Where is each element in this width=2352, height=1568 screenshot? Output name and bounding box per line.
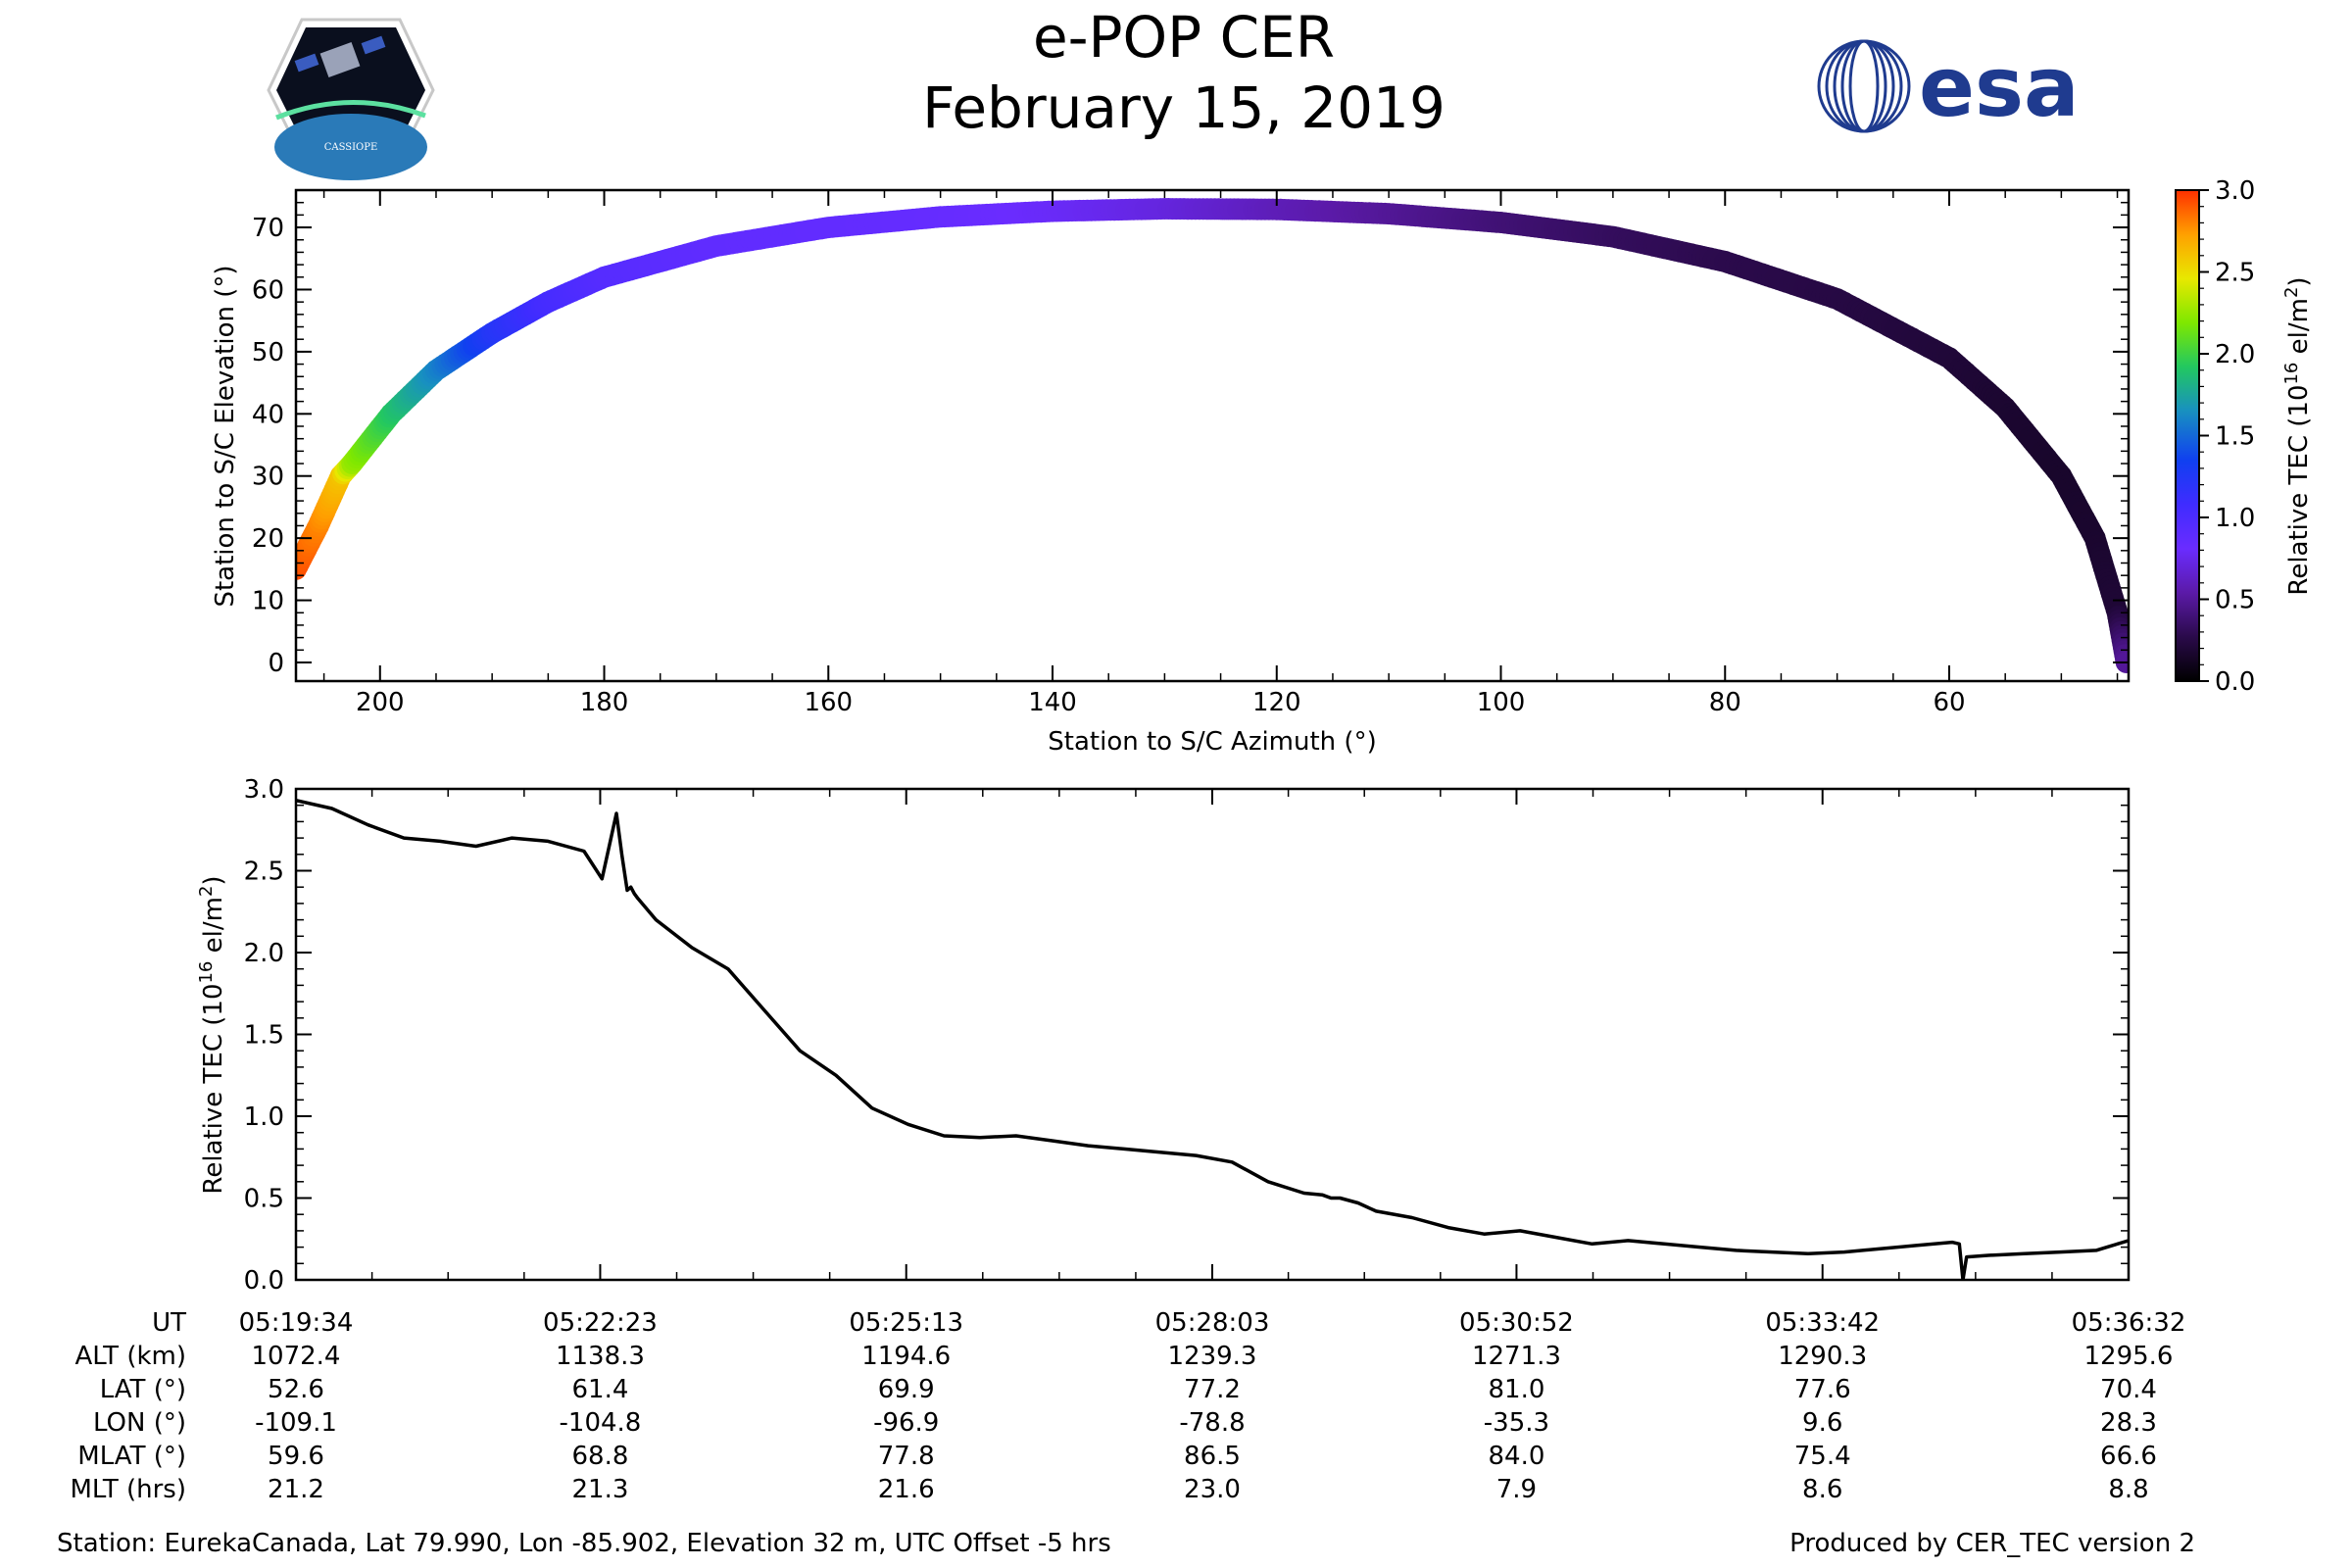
esa-logo-text: esa	[1919, 39, 2080, 135]
table-cell: 68.8	[571, 1442, 628, 1471]
table-cell: 7.9	[1496, 1475, 1537, 1504]
table-cell: 81.0	[1488, 1375, 1544, 1404]
table-cell: 05:36:32	[2072, 1308, 2186, 1338]
x-tick-label: 160	[804, 688, 853, 717]
table-row-label: LON (°)	[93, 1408, 186, 1438]
colorbar-tick-label: 1.0	[2215, 504, 2255, 533]
colorbar-tick-label: 3.0	[2215, 176, 2255, 206]
table-cell: 1271.3	[1472, 1342, 1561, 1371]
y-tick-label: 2.5	[244, 858, 284, 887]
table-cell: 69.9	[878, 1375, 935, 1404]
chart2-frame	[294, 787, 2131, 1282]
table-cell: 86.5	[1184, 1442, 1241, 1471]
y-tick-label: 60	[252, 275, 284, 305]
y-tick-label: 1.5	[244, 1021, 284, 1051]
chart1-frame	[294, 188, 2131, 683]
table-row-label: UT	[152, 1308, 186, 1338]
table-cell: 05:19:34	[239, 1308, 354, 1338]
table-cell: 52.6	[268, 1375, 324, 1404]
x-tick-label: 120	[1252, 688, 1301, 717]
station-info: Station: EurekaCanada, Lat 79.990, Lon -…	[57, 1529, 1111, 1558]
table-cell: 23.0	[1184, 1475, 1241, 1504]
chart-tec-timeseries: 0.0 0.5 1.0 1.5 2.0 2.5 3.0 Relative TEC (1016…	[71, 775, 2186, 1504]
table-cell: 1290.3	[1778, 1342, 1867, 1371]
table-cell: 21.2	[268, 1475, 324, 1504]
y-tick-label: 20	[252, 524, 284, 554]
chart2-ylabel: Relative TEC (1016 el/m2)	[196, 875, 228, 1194]
table-row-label: LAT (°)	[100, 1375, 186, 1404]
colorbar: 0.0 0.5 1.0 1.5 2.0 2.5 3.0 Relative TEC (1016…	[2175, 176, 2314, 697]
y-tick-label: 0.0	[244, 1266, 284, 1296]
table-cell: 77.6	[1794, 1375, 1851, 1404]
table-cell: 61.4	[571, 1375, 628, 1404]
table-cell: 1194.6	[861, 1342, 951, 1371]
table-cell: 05:33:42	[1765, 1308, 1880, 1338]
table-cell: 1138.3	[556, 1342, 645, 1371]
y-tick-label: 40	[252, 400, 284, 429]
table-cell: 8.8	[2108, 1475, 2148, 1504]
y-tick-label: 0	[268, 649, 284, 678]
x-tick-label: 140	[1028, 688, 1077, 717]
chart-title: e-POP CER	[1033, 4, 1335, 71]
chart1-ylabel: Station to S/C Elevation (°)	[211, 265, 240, 607]
cassiope-logo-text: CASSIOPE	[324, 142, 378, 153]
table-cell: 9.6	[1802, 1408, 1842, 1438]
x-tick-label: 100	[1477, 688, 1526, 717]
x-tick-label: 60	[1933, 688, 1965, 717]
x-tick-label: 200	[356, 688, 405, 717]
table-cell: 1072.4	[252, 1342, 341, 1371]
chart1-xlabel: Station to S/C Azimuth (°)	[1048, 727, 1376, 757]
x-tick-label: 180	[580, 688, 629, 717]
colorbar-tick-label: 0.0	[2215, 667, 2255, 697]
colorbar-tick-label: 1.5	[2215, 422, 2255, 452]
table-cell: 1295.6	[2084, 1342, 2174, 1371]
y-tick-label: 1.0	[244, 1102, 284, 1132]
table-cell: 1239.3	[1168, 1342, 1257, 1371]
colorbar-gradient	[2175, 189, 2200, 682]
colorbar-label: Relative TEC (1016 el/m2)	[2281, 276, 2314, 595]
y-tick-label: 3.0	[244, 775, 284, 805]
cassiope-logo: CASSIOPE	[267, 18, 435, 180]
orbit-info-table: UT ALT (km) LAT (°) LON (°) MLAT (°) MLT (hrs…	[71, 1308, 2186, 1504]
y-tick-label: 70	[252, 214, 284, 243]
table-cell: 84.0	[1488, 1442, 1544, 1471]
table-row-label: ALT (km)	[74, 1342, 186, 1371]
table-cell: 8.6	[1802, 1475, 1842, 1504]
table-cell: 05:25:13	[849, 1308, 963, 1338]
table-cell: 21.3	[571, 1475, 628, 1504]
colorbar-tick-label: 2.5	[2215, 259, 2255, 288]
table-row-label: MLAT (°)	[77, 1442, 186, 1471]
table-cell: 66.6	[2100, 1442, 2157, 1471]
colorbar-tick-label: 2.0	[2215, 340, 2255, 369]
y-tick-label: 2.0	[244, 939, 284, 968]
table-cell: 05:30:52	[1459, 1308, 1574, 1338]
table-cell: 77.2	[1184, 1375, 1241, 1404]
y-tick-label: 50	[252, 338, 284, 368]
tec-series-line	[296, 798, 2129, 1280]
produced-by: Produced by CER_TEC version 2	[1789, 1529, 2195, 1558]
x-tick-label: 80	[1709, 688, 1741, 717]
esa-logo: esa	[1817, 39, 2080, 135]
table-cell: 28.3	[2100, 1408, 2157, 1438]
table-cell: -104.8	[560, 1408, 642, 1438]
table-cell: -96.9	[873, 1408, 939, 1438]
table-cell: -78.8	[1179, 1408, 1245, 1438]
table-cell: 59.6	[268, 1442, 324, 1471]
table-cell: 05:28:03	[1155, 1308, 1270, 1338]
y-tick-label: 0.5	[244, 1185, 284, 1214]
table-cell: 05:22:23	[543, 1308, 658, 1338]
table-cell: -35.3	[1484, 1408, 1549, 1438]
table-cell: 70.4	[2100, 1375, 2157, 1404]
y-tick-label: 10	[252, 587, 284, 616]
table-cell: -109.1	[255, 1408, 337, 1438]
table-cell: 77.8	[878, 1442, 935, 1471]
colorbar-tick-label: 0.5	[2215, 586, 2255, 615]
table-row-label: MLT (hrs)	[71, 1475, 187, 1504]
y-tick-label: 30	[252, 463, 284, 492]
table-cell: 21.6	[878, 1475, 935, 1504]
chart-date: February 15, 2019	[922, 74, 1446, 141]
table-cell: 75.4	[1794, 1442, 1851, 1471]
chart-azimuth-elevation: 200 180 160 140 120 100 80 60 0 10 20 30 40 50 60 70 St…	[211, 176, 2314, 757]
